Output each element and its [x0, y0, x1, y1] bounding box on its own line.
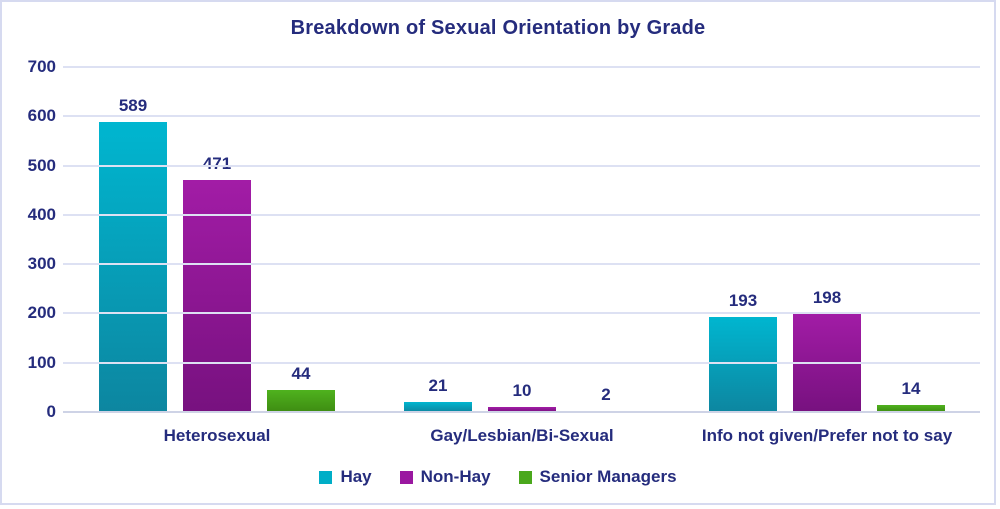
- legend-label: Non-Hay: [420, 467, 491, 486]
- bar-wrapper: 471: [183, 154, 251, 412]
- y-tick-label-0: 0: [46, 402, 56, 421]
- gridline-100: [63, 362, 980, 364]
- legend-item-non-hay: Non-Hay: [399, 467, 491, 487]
- bar-wrapper: 14: [877, 379, 945, 412]
- bar-wrapper: 44: [267, 364, 335, 412]
- legend-item-hay: Hay: [319, 467, 372, 487]
- legend-label: Hay: [340, 467, 372, 486]
- y-axis: 0 100 200 300 400 500 600 700: [8, 57, 56, 421]
- y-tick-label-100: 100: [27, 353, 56, 372]
- bar-group-1: 21 10 2: [404, 376, 640, 412]
- legend-item-senior-managers: Senior Managers: [518, 467, 677, 487]
- bar-senior-managers: [267, 390, 335, 412]
- legend-swatch-icon: [399, 470, 413, 484]
- legend-swatch-icon: [518, 470, 532, 484]
- bar-value-label: 193: [728, 291, 758, 310]
- y-tick-label-300: 300: [27, 254, 56, 273]
- gridline-200: [63, 312, 980, 314]
- bar-value-label: 589: [118, 96, 148, 115]
- bar-value-label: 21: [428, 376, 448, 395]
- plot-area: 589 471 44 21 10 2 193 198 14: [63, 66, 980, 413]
- bar-value-label: 2: [601, 385, 611, 404]
- gridline-600: [63, 115, 980, 117]
- gridline-500: [63, 165, 980, 167]
- bar-wrapper: 21: [404, 376, 472, 412]
- y-tick-label-500: 500: [27, 156, 56, 175]
- bar-wrapper: 10: [488, 381, 556, 412]
- legend-swatch-icon: [319, 470, 333, 484]
- gridline-300: [63, 263, 980, 265]
- bar-value-label: 198: [812, 288, 842, 307]
- x-category-label-2: Info not given/Prefer not to say: [701, 426, 953, 445]
- x-category-label-0: Heterosexual: [163, 426, 271, 445]
- bar-senior-managers: [877, 405, 945, 412]
- legend: Hay Non-Hay Senior Managers: [2, 467, 994, 487]
- bar-hay: [709, 317, 777, 412]
- gridline-0: [63, 411, 980, 413]
- x-axis: Heterosexual Gay/Lesbian/Bi-Sexual Info no…: [63, 426, 980, 446]
- y-tick-label-700: 700: [27, 57, 56, 76]
- bar-hay: [404, 402, 472, 412]
- bar-non-hay: [183, 180, 251, 412]
- bar-value-label: 10: [512, 381, 532, 400]
- bar-value-label: 471: [202, 154, 232, 173]
- x-category-label-1: Gay/Lesbian/Bi-Sexual: [430, 426, 614, 445]
- chart-title: Breakdown of Sexual Orientation by Grade: [290, 17, 706, 39]
- bar-value-label: 14: [901, 379, 921, 398]
- legend-label: Senior Managers: [539, 467, 677, 486]
- y-tick-label-200: 200: [27, 303, 56, 322]
- bar-wrapper: 193: [709, 291, 777, 412]
- bar-non-hay: [488, 407, 556, 412]
- gridline-400: [63, 214, 980, 216]
- gridline-700: [63, 66, 980, 68]
- y-tick-label-400: 400: [27, 205, 56, 224]
- y-tick-label-600: 600: [27, 106, 56, 125]
- bar-value-label: 44: [291, 364, 311, 383]
